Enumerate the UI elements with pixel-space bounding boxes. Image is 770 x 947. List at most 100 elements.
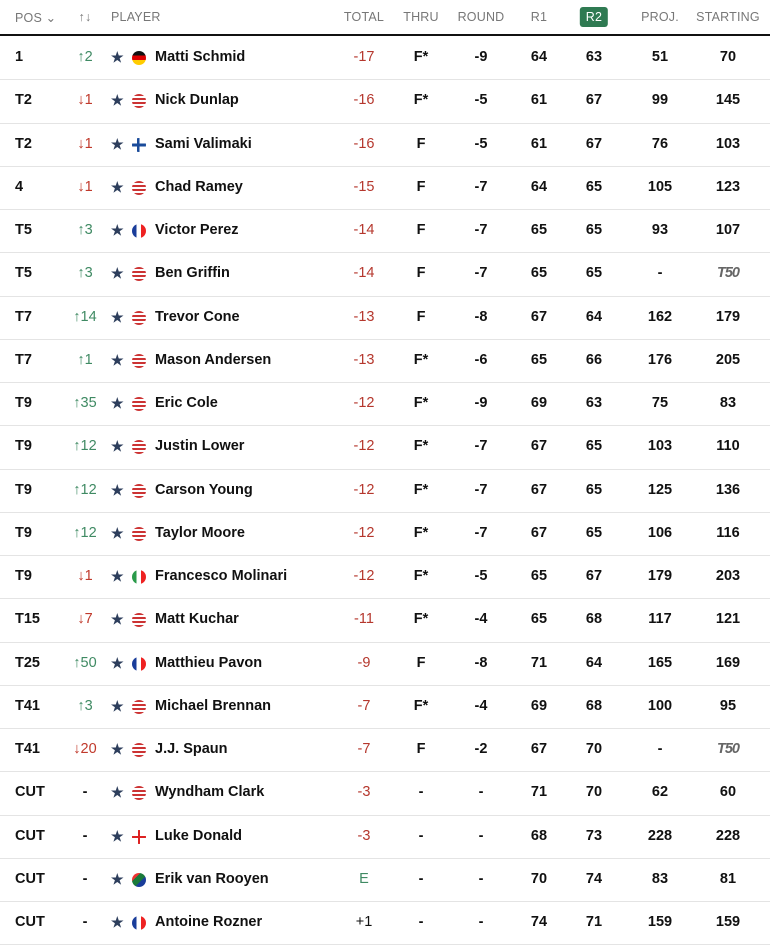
sort-pos-header[interactable]: POS ⌄	[15, 11, 57, 25]
player-name[interactable]: Matthieu Pavon	[155, 654, 263, 671]
table-row[interactable]: CUT - ★ Erik van Rooyen E - - 70 74 83 8…	[0, 858, 770, 902]
thru: F	[416, 654, 426, 671]
round-score: -7	[474, 222, 488, 238]
r2-score: 65	[585, 222, 603, 238]
table-row[interactable]: T41 ↑3 ★ Michael Brennan -7 F* -4 69 68 …	[0, 685, 770, 729]
player-name[interactable]: Matt Kuchar	[155, 611, 239, 628]
starting-rank: 205	[715, 351, 741, 368]
player-name[interactable]: Ben Griffin	[155, 265, 230, 282]
total-header[interactable]: TOTAL	[343, 10, 385, 24]
r1-score: 71	[530, 654, 548, 671]
position: CUT	[15, 914, 45, 930]
player-name[interactable]: Antoine Rozner	[155, 914, 263, 930]
player-name[interactable]: J.J. Spaun	[155, 741, 228, 757]
player-name[interactable]: Mason Andersen	[155, 351, 272, 368]
favorite-star-icon[interactable]: ★	[111, 49, 124, 65]
favorite-star-icon[interactable]: ★	[111, 784, 124, 801]
favorite-star-icon[interactable]: ★	[111, 351, 124, 368]
favorite-star-icon[interactable]: ★	[111, 568, 124, 584]
thru: F*	[413, 568, 429, 584]
projected-rank: 179	[647, 568, 673, 584]
round-score: -5	[474, 92, 488, 109]
r2-score: 66	[585, 351, 603, 368]
favorite-star-icon[interactable]: ★	[111, 741, 124, 757]
r2-header-selected[interactable]: R2	[579, 7, 609, 27]
thru-header[interactable]: THRU	[403, 10, 439, 24]
position-movement: ↓1	[77, 568, 93, 584]
usa-flag-icon	[132, 94, 146, 109]
proj-header[interactable]: PROJ.	[641, 10, 679, 24]
round-score: -	[478, 827, 484, 844]
table-row[interactable]: CUT - ★ Wyndham Clark -3 - - 71 70 62 60	[0, 771, 770, 816]
table-row[interactable]: T7 ↑1 ★ Mason Andersen -13 F* -6 65 66 1…	[0, 339, 770, 383]
table-row[interactable]: T9 ↑12 ★ Taylor Moore -12 F* -7 67 65 10…	[0, 512, 770, 556]
r2-score: 64	[585, 654, 603, 671]
r2-score: 67	[585, 92, 603, 109]
player-name[interactable]: Chad Ramey	[155, 178, 243, 195]
table-row[interactable]: T9 ↑35 ★ Eric Cole -12 F* -9 69 63 75 83	[0, 382, 770, 427]
favorite-star-icon[interactable]: ★	[111, 135, 124, 152]
favorite-star-icon[interactable]: ★	[111, 92, 124, 109]
table-row[interactable]: T5 ↑3 ★ Victor Perez -14 F -7 65 65 93 1…	[0, 209, 770, 254]
player-name[interactable]: Carson Young	[155, 481, 253, 498]
player-name[interactable]: Matti Schmid	[155, 49, 246, 65]
movement-header[interactable]: ↑↓	[78, 10, 92, 24]
thru: F*	[413, 524, 429, 541]
table-row[interactable]: T2 ↓1 ★ Sami Valimaki -16 F -5 61 67 76 …	[0, 123, 770, 167]
table-row[interactable]: T2 ↓1 ★ Nick Dunlap -16 F* -5 61 67 99 1…	[0, 79, 770, 124]
favorite-star-icon[interactable]: ★	[111, 697, 124, 714]
thru: F	[416, 135, 426, 152]
favorite-star-icon[interactable]: ★	[111, 611, 124, 628]
starting-header[interactable]: STARTING	[696, 10, 760, 24]
projected-rank: 103	[647, 438, 673, 455]
favorite-star-icon[interactable]: ★	[111, 222, 124, 238]
total-score: -12	[353, 524, 375, 541]
favorite-star-icon[interactable]: ★	[111, 870, 124, 887]
favorite-star-icon[interactable]: ★	[111, 481, 124, 498]
player-name[interactable]: Luke Donald	[155, 827, 243, 844]
r1-score: 67	[530, 308, 548, 325]
favorite-star-icon[interactable]: ★	[111, 827, 124, 844]
favorite-star-icon[interactable]: ★	[111, 265, 124, 282]
table-row[interactable]: T15 ↓7 ★ Matt Kuchar -11 F* -4 65 68 117…	[0, 598, 770, 643]
player-name[interactable]: Michael Brennan	[155, 697, 272, 714]
favorite-star-icon[interactable]: ★	[111, 914, 124, 930]
favorite-star-icon[interactable]: ★	[111, 178, 124, 195]
position: T5	[15, 222, 32, 238]
position-movement: ↓1	[77, 178, 93, 195]
r2-score: 67	[585, 568, 603, 584]
thru: F	[416, 741, 426, 757]
round-score: -8	[474, 654, 488, 671]
total-score: +1	[355, 914, 373, 930]
player-name[interactable]: Justin Lower	[155, 438, 245, 455]
table-row[interactable]: T7 ↑14 ★ Trevor Cone -13 F -8 67 64 162 …	[0, 296, 770, 340]
player-name[interactable]: Francesco Molinari	[155, 568, 288, 584]
player-header[interactable]: PLAYER	[111, 10, 161, 24]
table-row[interactable]: CUT - ★ Antoine Rozner +1 - - 74 71 159 …	[0, 901, 770, 946]
player-name[interactable]: Eric Cole	[155, 395, 218, 411]
table-row[interactable]: 1 ↑2 ★ Matti Schmid -17 F* -9 64 63 51 7…	[0, 36, 770, 81]
player-name[interactable]: Trevor Cone	[155, 308, 240, 325]
table-row[interactable]: T41 ↓20 ★ J.J. Spaun -7 F -2 67 70 - T50	[0, 728, 770, 773]
table-row[interactable]: T9 ↑12 ★ Carson Young -12 F* -7 67 65 12…	[0, 469, 770, 513]
favorite-star-icon[interactable]: ★	[111, 524, 124, 541]
player-name[interactable]: Taylor Moore	[155, 524, 245, 541]
table-row[interactable]: CUT - ★ Luke Donald -3 - - 68 73 228 228	[0, 815, 770, 859]
favorite-star-icon[interactable]: ★	[111, 308, 124, 325]
table-row[interactable]: T5 ↑3 ★ Ben Griffin -14 F -7 65 65 - T50	[0, 252, 770, 297]
r1-header[interactable]: R1	[530, 10, 548, 24]
table-row[interactable]: 4 ↓1 ★ Chad Ramey -15 F -7 64 65 105 123	[0, 166, 770, 210]
player-name[interactable]: Wyndham Clark	[155, 784, 265, 801]
favorite-star-icon[interactable]: ★	[111, 654, 124, 671]
round-header[interactable]: ROUND	[457, 10, 505, 24]
favorite-star-icon[interactable]: ★	[111, 438, 124, 455]
table-row[interactable]: T9 ↑12 ★ Justin Lower -12 F* -7 67 65 10…	[0, 425, 770, 470]
player-name[interactable]: Erik van Rooyen	[155, 870, 269, 887]
table-row[interactable]: T25 ↑50 ★ Matthieu Pavon -9 F -8 71 64 1…	[0, 642, 770, 686]
position-movement: ↑14	[73, 308, 97, 325]
favorite-star-icon[interactable]: ★	[111, 395, 124, 411]
player-name[interactable]: Nick Dunlap	[155, 92, 239, 109]
table-row[interactable]: T9 ↓1 ★ Francesco Molinari -12 F* -5 65 …	[0, 555, 770, 600]
player-name[interactable]: Sami Valimaki	[155, 135, 252, 152]
player-name[interactable]: Victor Perez	[155, 222, 239, 238]
